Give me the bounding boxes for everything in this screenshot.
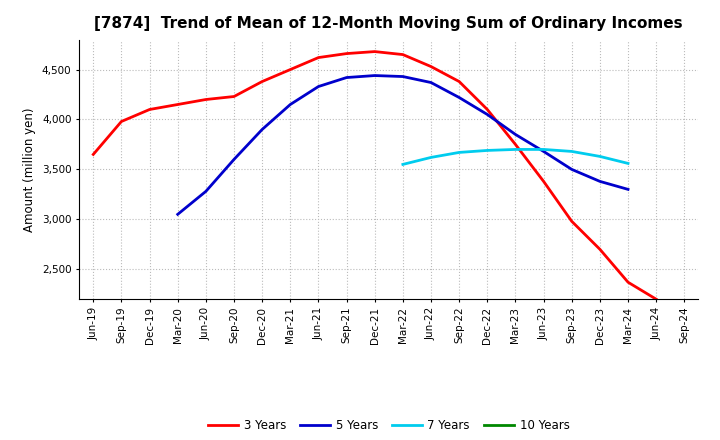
5 Years bbox=[230, 157, 238, 162]
7 Years bbox=[483, 148, 492, 153]
Title: [7874]  Trend of Mean of 12-Month Moving Sum of Ordinary Incomes: [7874] Trend of Mean of 12-Month Moving … bbox=[94, 16, 683, 32]
7 Years bbox=[399, 162, 408, 167]
5 Years bbox=[539, 149, 548, 154]
3 Years bbox=[399, 52, 408, 57]
5 Years bbox=[511, 132, 520, 137]
Line: 3 Years: 3 Years bbox=[94, 51, 656, 299]
5 Years bbox=[624, 187, 632, 192]
7 Years bbox=[539, 147, 548, 152]
Line: 5 Years: 5 Years bbox=[178, 76, 628, 214]
5 Years bbox=[258, 127, 266, 132]
3 Years bbox=[511, 142, 520, 147]
3 Years bbox=[117, 119, 126, 124]
5 Years bbox=[314, 84, 323, 89]
5 Years bbox=[202, 189, 210, 194]
7 Years bbox=[595, 154, 604, 159]
5 Years bbox=[483, 112, 492, 117]
3 Years bbox=[567, 219, 576, 224]
Line: 7 Years: 7 Years bbox=[403, 150, 628, 165]
3 Years bbox=[230, 94, 238, 99]
5 Years bbox=[286, 102, 294, 107]
7 Years bbox=[427, 155, 436, 160]
3 Years bbox=[595, 247, 604, 252]
5 Years bbox=[174, 212, 182, 217]
3 Years bbox=[314, 55, 323, 60]
5 Years bbox=[455, 95, 464, 100]
5 Years bbox=[567, 167, 576, 172]
7 Years bbox=[624, 161, 632, 166]
3 Years bbox=[370, 49, 379, 54]
5 Years bbox=[399, 74, 408, 79]
3 Years bbox=[258, 79, 266, 84]
5 Years bbox=[427, 80, 436, 85]
3 Years bbox=[174, 102, 182, 107]
3 Years bbox=[427, 64, 436, 69]
3 Years bbox=[455, 79, 464, 84]
3 Years bbox=[483, 107, 492, 112]
3 Years bbox=[624, 279, 632, 285]
5 Years bbox=[595, 179, 604, 184]
3 Years bbox=[145, 107, 154, 112]
7 Years bbox=[455, 150, 464, 155]
Legend: 3 Years, 5 Years, 7 Years, 10 Years: 3 Years, 5 Years, 7 Years, 10 Years bbox=[204, 414, 574, 436]
5 Years bbox=[342, 75, 351, 80]
3 Years bbox=[342, 51, 351, 56]
7 Years bbox=[511, 147, 520, 152]
3 Years bbox=[652, 297, 660, 302]
3 Years bbox=[539, 179, 548, 184]
5 Years bbox=[370, 73, 379, 78]
3 Years bbox=[202, 97, 210, 102]
3 Years bbox=[89, 152, 98, 157]
Y-axis label: Amount (million yen): Amount (million yen) bbox=[23, 107, 37, 231]
7 Years bbox=[567, 149, 576, 154]
3 Years bbox=[286, 67, 294, 72]
